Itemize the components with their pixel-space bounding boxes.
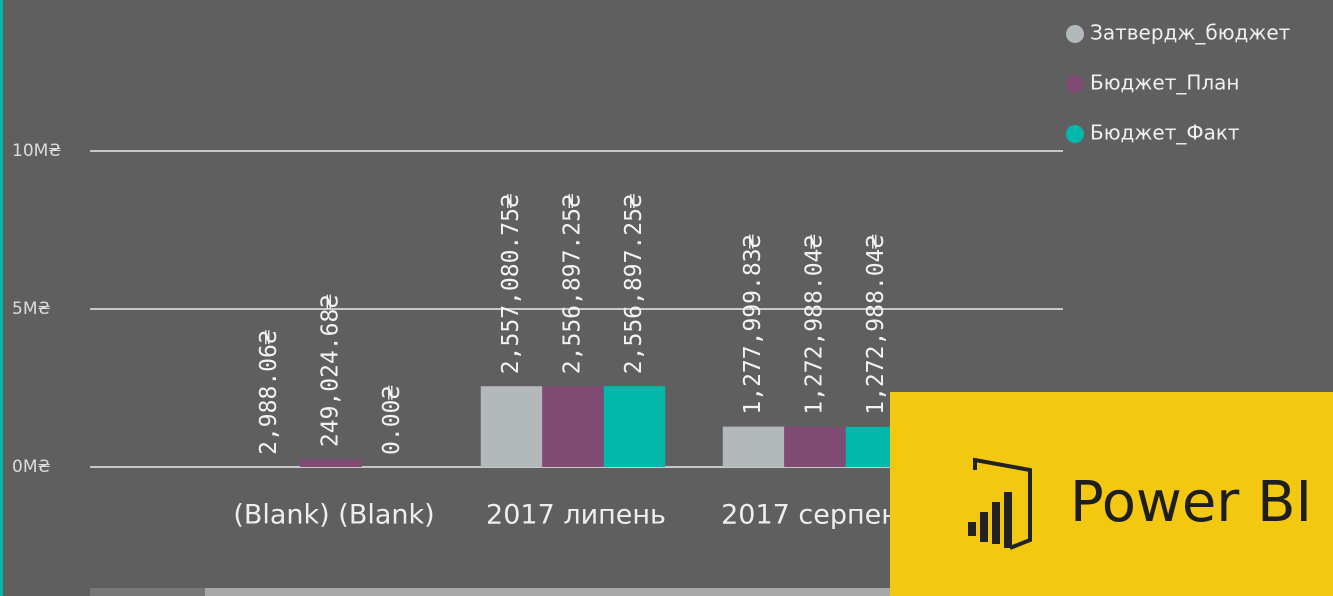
data-label: 1,277,999.83₴ xyxy=(740,234,766,414)
bar xyxy=(300,459,362,467)
logo-text: Power BI xyxy=(1070,470,1312,535)
bar xyxy=(603,386,666,467)
logo-bar xyxy=(980,512,988,542)
data-label: 1,272,988.04₴ xyxy=(863,235,889,415)
data-label: 1,272,988.04₴ xyxy=(802,235,828,415)
data-label: 0.00₴ xyxy=(379,386,405,455)
data-label: 2,556,897.25₴ xyxy=(560,194,586,374)
y-tick-label: 0M₴ xyxy=(12,457,51,477)
legend-label: Затвердж_бюджет xyxy=(1090,21,1291,45)
data-label: 249,024.68₴ xyxy=(318,295,344,447)
x-tick-label: (Blank) (Blank) xyxy=(233,500,434,531)
y-tick-label: 5M₴ xyxy=(12,299,51,319)
data-label: 2,557,080.75₴ xyxy=(498,194,524,374)
x-tick-label: 2017 липень xyxy=(486,500,666,531)
legend-marker xyxy=(1066,75,1084,93)
logo-panel xyxy=(890,392,1333,596)
legend-marker xyxy=(1066,125,1084,143)
data-label: 2,556,897.25₴ xyxy=(621,194,647,374)
logo-bar xyxy=(1004,492,1012,548)
legend-marker xyxy=(1066,25,1084,43)
legend-label: Бюджет_Факт xyxy=(1090,121,1240,145)
legend-label: Бюджет_План xyxy=(1090,71,1240,95)
logo-icon xyxy=(968,457,1032,550)
logo-bar xyxy=(992,502,1000,544)
scrollbar-thumb[interactable] xyxy=(205,588,1333,596)
bar xyxy=(542,386,604,467)
bar xyxy=(784,426,846,467)
data-label: 2,988.06₴ xyxy=(256,330,282,455)
bar xyxy=(480,386,543,467)
logo-frame xyxy=(973,457,1032,550)
bar xyxy=(722,426,785,467)
x-tick-label: 2017 серпень xyxy=(721,500,915,531)
focus-edge xyxy=(0,0,3,596)
scrollbar-track xyxy=(90,588,205,596)
logo-bar xyxy=(968,522,976,536)
y-tick-label: 10M₴ xyxy=(12,141,61,161)
